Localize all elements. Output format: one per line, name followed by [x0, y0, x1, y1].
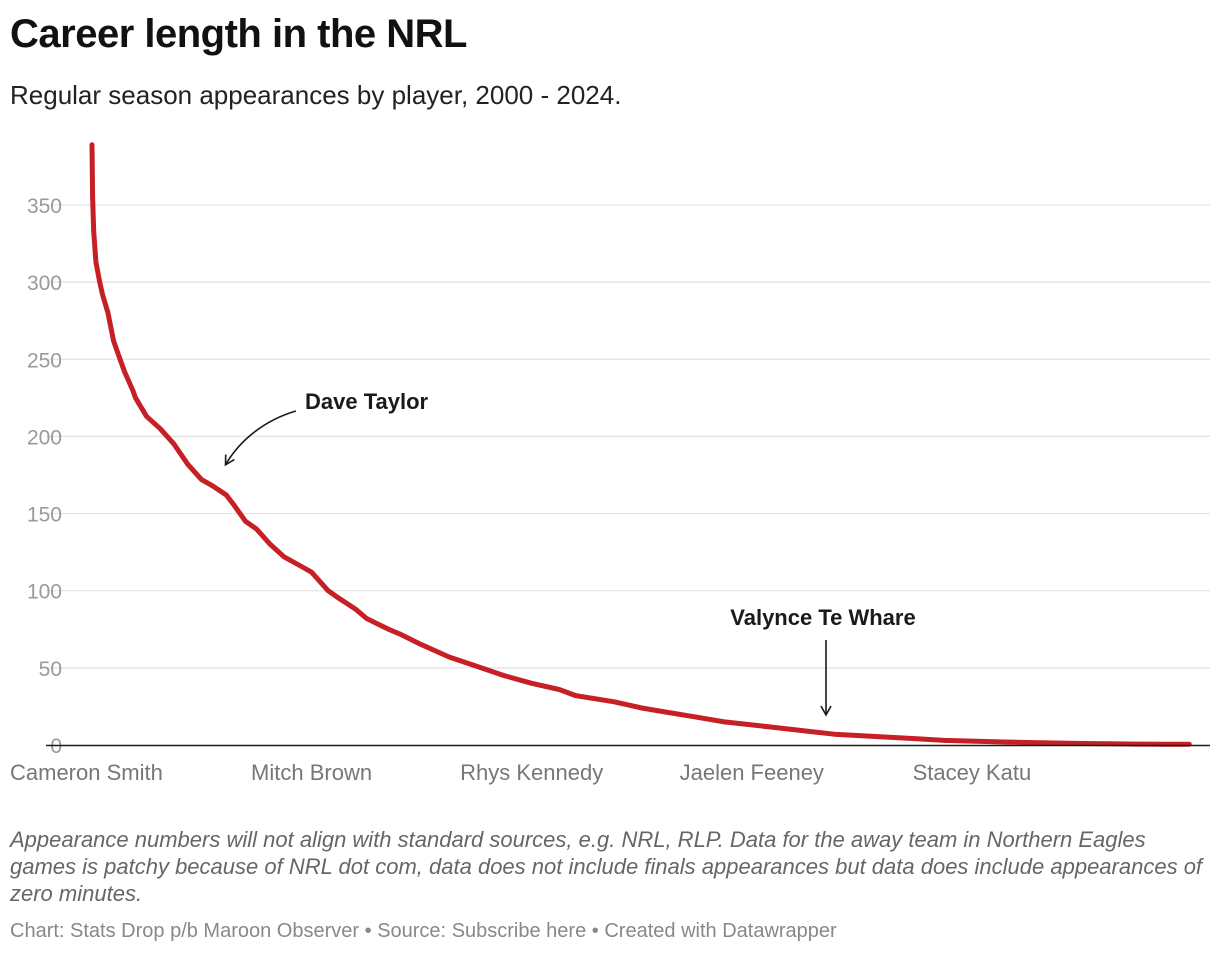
- footer-chart-by[interactable]: Stats Drop p/b Maroon Observer: [70, 920, 360, 942]
- y-tick-label: 100: [27, 581, 62, 604]
- chart-title: Career length in the NRL: [10, 12, 467, 56]
- y-tick-label: 250: [27, 349, 62, 372]
- footer-chart-label: Chart:: [10, 920, 65, 942]
- footer-source-link[interactable]: Subscribe here: [451, 920, 587, 942]
- annotation-valynce-te-whare: Valynce Te Whare: [730, 605, 916, 717]
- annotation-label-valynce-te-whare: Valynce Te Whare: [730, 605, 915, 630]
- series-layer: [89, 142, 1192, 747]
- y-tick-label: 300: [27, 272, 62, 295]
- annotation-arrow-dave-taylor: [224, 410, 297, 467]
- gridlines: [46, 204, 1210, 669]
- footer-created[interactable]: Created with Datawrapper: [604, 920, 837, 942]
- y-tick-label: 350: [27, 195, 62, 218]
- x-tick-label: Cameron Smith: [10, 760, 163, 785]
- x-tick-label: Mitch Brown: [251, 760, 372, 785]
- annotation-dave-taylor: Dave Taylor: [224, 389, 429, 467]
- footer-separator: •: [364, 920, 372, 942]
- x-axis-ticks: Cameron Smith Mitch Brown Rhys Kennedy Jael…: [10, 760, 1031, 785]
- x-tick-label: Stacey Katu: [913, 760, 1032, 785]
- y-axis-ticks: 0 50 100 150 200 250 300 350: [27, 195, 62, 758]
- chart-subtitle: Regular season appearances by player, 20…: [10, 80, 622, 110]
- line-chart: 0 50 100 150 200 250 300 350 Cameron Smith Mitch…: [10, 142, 1210, 785]
- chart-note: Appearance numbers will not align with s…: [10, 827, 1203, 906]
- y-tick-label: 200: [27, 426, 62, 449]
- footer-source-label: Source:: [377, 920, 447, 942]
- y-tick-label: 50: [39, 658, 62, 681]
- annotation-label-dave-taylor: Dave Taylor: [305, 389, 429, 414]
- y-tick-label: 0: [50, 735, 62, 758]
- chart-footer: Chart: Stats Drop p/b Maroon Observer • …: [10, 920, 837, 943]
- footer-separator: •: [591, 920, 599, 942]
- x-tick-label: Rhys Kennedy: [460, 760, 603, 785]
- x-tick-label: Jaelen Feeney: [680, 760, 824, 785]
- series-line-0: [89, 142, 1192, 747]
- y-tick-label: 150: [27, 504, 62, 527]
